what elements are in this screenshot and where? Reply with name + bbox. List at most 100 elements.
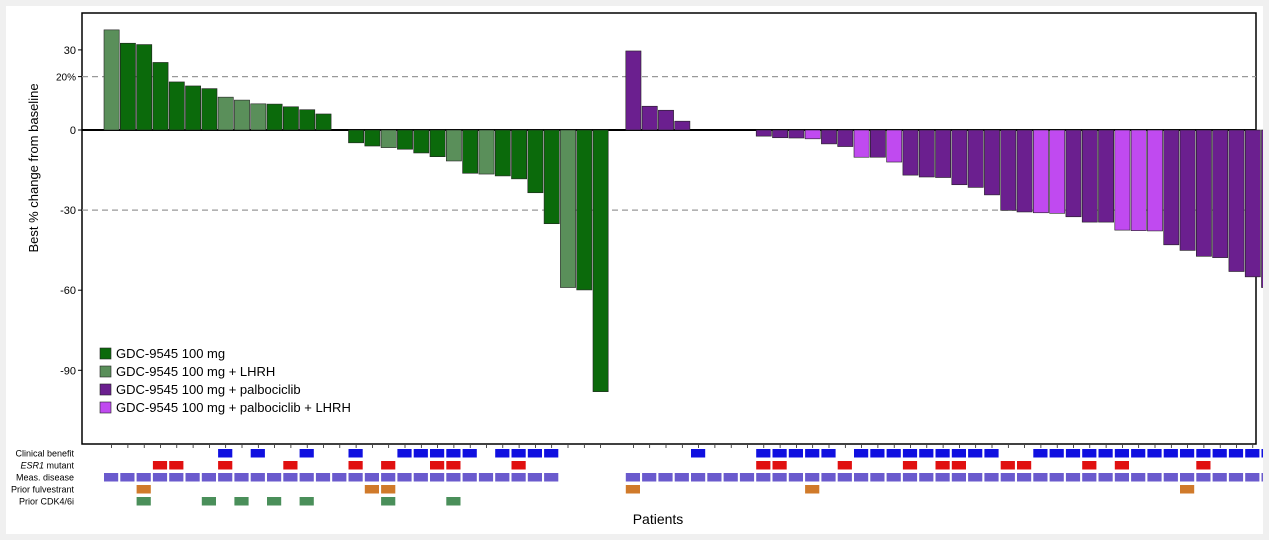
- track-marker: [136, 485, 151, 494]
- track-marker: [430, 461, 445, 470]
- track-marker: [886, 449, 901, 458]
- track-marker: [968, 449, 983, 458]
- track-marker: [430, 449, 445, 458]
- track-marker: [691, 449, 706, 458]
- track-marker: [104, 473, 119, 482]
- bar: [641, 105, 658, 131]
- bar: [494, 129, 511, 177]
- bar: [1163, 129, 1180, 246]
- track-marker: [902, 449, 918, 458]
- track-label: ESR1 mutant: [20, 461, 74, 471]
- bar: [168, 81, 185, 131]
- track-marker: [707, 473, 722, 482]
- track-marker: [413, 473, 428, 482]
- track-marker: [299, 473, 314, 482]
- track-label: Clinical benefit: [15, 449, 74, 459]
- track-marker: [854, 449, 869, 458]
- track-marker: [902, 461, 918, 470]
- track-marker: [1196, 473, 1211, 482]
- bar: [918, 129, 935, 178]
- track-marker: [381, 461, 396, 470]
- track-marker: [1163, 473, 1178, 482]
- legend-label: GDC-9545 100 mg + palbociclib + LHRH: [116, 400, 351, 415]
- bar: [152, 62, 169, 131]
- track-marker: [1147, 449, 1162, 458]
- legend-swatch: [99, 401, 112, 414]
- track-marker: [739, 473, 755, 482]
- track-marker: [984, 473, 999, 482]
- track-marker: [1261, 449, 1263, 458]
- bar: [348, 129, 364, 144]
- track-marker: [1245, 449, 1260, 458]
- track-marker: [756, 461, 771, 470]
- bar: [821, 129, 837, 145]
- bar: [413, 129, 430, 154]
- track-marker: [788, 473, 803, 482]
- bar: [1098, 129, 1114, 223]
- legend-label: GDC-9545 100 mg + LHRH: [116, 364, 275, 379]
- track-marker: [821, 473, 836, 482]
- bar: [315, 113, 332, 131]
- track-marker: [462, 473, 477, 482]
- y-tick-label: -60: [60, 285, 76, 297]
- track-marker: [495, 473, 510, 482]
- track-marker: [169, 473, 184, 482]
- track-marker: [430, 473, 445, 482]
- track-marker: [446, 461, 461, 470]
- track-marker: [919, 449, 934, 458]
- track-marker: [1114, 473, 1129, 482]
- bar: [902, 129, 919, 176]
- track-marker: [1033, 449, 1048, 458]
- bar: [478, 129, 495, 175]
- bar: [1049, 129, 1066, 214]
- bar: [560, 129, 576, 288]
- track-marker: [1082, 449, 1097, 458]
- track-marker: [250, 449, 265, 458]
- track-marker: [805, 449, 820, 458]
- legend-label: GDC-9545 100 mg + palbociclib: [116, 382, 301, 397]
- track-marker: [218, 473, 233, 482]
- annotation-tracks: Clinical benefit ESR1 mutant Meas. disease…: [11, 445, 1263, 507]
- track-marker: [1017, 461, 1032, 470]
- track-marker: [478, 473, 494, 482]
- legend-swatch: [99, 365, 112, 378]
- track-marker: [332, 473, 347, 482]
- track-marker: [837, 461, 852, 470]
- bar: [1228, 129, 1245, 272]
- track-marker: [902, 473, 918, 482]
- bar: [234, 99, 250, 131]
- bar: [772, 129, 788, 139]
- track-marker: [723, 473, 738, 482]
- bar: [462, 129, 479, 174]
- track-marker: [348, 461, 363, 470]
- bar: [869, 129, 886, 158]
- bar: [755, 129, 772, 137]
- track-marker: [136, 497, 151, 506]
- track-marker: [511, 461, 526, 470]
- track-marker: [136, 473, 151, 482]
- track-marker: [397, 473, 412, 482]
- bar: [788, 129, 805, 139]
- track-marker: [788, 449, 803, 458]
- bar: [1114, 129, 1131, 231]
- track-marker: [691, 473, 706, 482]
- track-marker: [381, 485, 396, 494]
- bar: [266, 103, 283, 131]
- y-tick-label: 0: [70, 125, 76, 137]
- bars: [103, 29, 1263, 392]
- bar: [1016, 129, 1033, 213]
- track-label: Prior fulvestrant: [11, 485, 75, 495]
- track-marker: [1065, 449, 1081, 458]
- y-tick-label: -30: [60, 205, 76, 217]
- track-marker: [1163, 449, 1178, 458]
- track-marker: [658, 473, 673, 482]
- track-marker: [299, 497, 314, 506]
- bar: [282, 106, 299, 131]
- track-marker: [951, 449, 966, 458]
- track-marker: [1180, 473, 1195, 482]
- track-marker: [1196, 461, 1211, 470]
- track-marker: [1065, 473, 1081, 482]
- bar: [1033, 129, 1049, 214]
- bar: [886, 129, 903, 163]
- legend: GDC-9545 100 mg GDC-9545 100 mg + LHRH GDC…: [99, 346, 351, 415]
